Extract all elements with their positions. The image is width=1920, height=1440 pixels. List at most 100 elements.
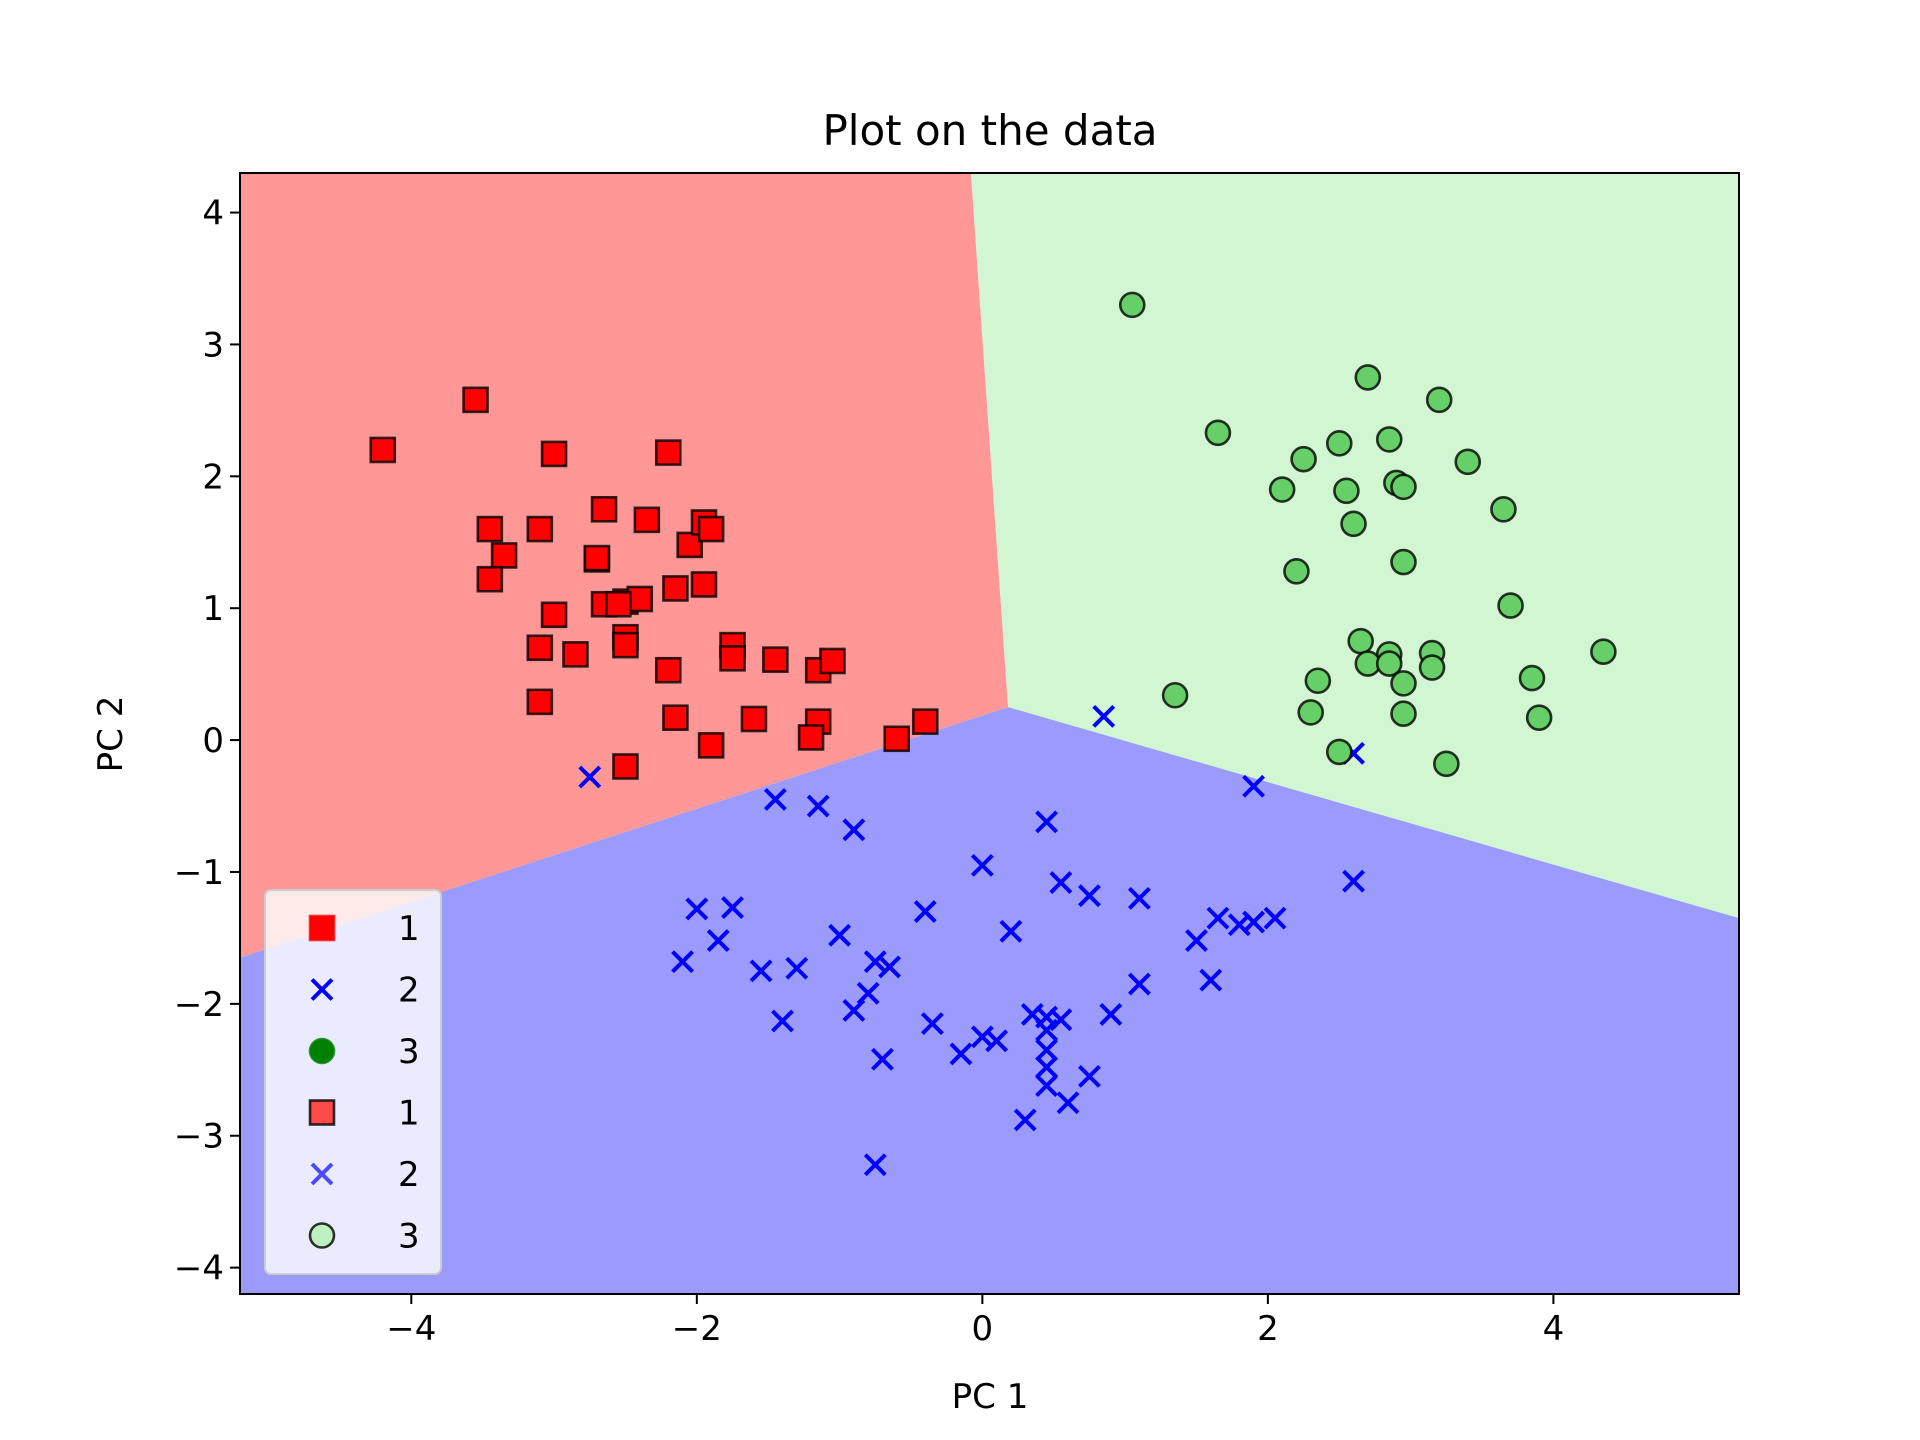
legend-label: 1 (398, 1094, 420, 1134)
legend-entry: 2 (310, 1155, 420, 1195)
data-point-class-2 (970, 1025, 994, 1049)
data-point-class-2 (828, 923, 852, 947)
data-point-class-1 (526, 515, 554, 543)
y-axis: −4 −3 −2 −1 0 1 2 3 4 (174, 194, 240, 1289)
chart-title: Plot on the data (822, 106, 1157, 155)
data-point-class-3 (1418, 654, 1446, 681)
data-point-class-2 (1099, 1002, 1123, 1026)
region-class-2 (240, 707, 1739, 1294)
data-point-class-2 (1242, 910, 1266, 934)
data-point-class-1 (819, 647, 846, 675)
data-point-class-1 (526, 688, 554, 716)
data-point-class-2 (1263, 906, 1287, 930)
data-point-class-3 (1375, 650, 1403, 677)
data-point-class-2 (856, 981, 880, 1005)
legend-marker-x (310, 978, 334, 1001)
data-point-class-2 (1035, 1018, 1059, 1042)
data-point-class-2 (1035, 1074, 1059, 1098)
data-point-class-2 (842, 818, 866, 842)
data-point-class-3 (1390, 700, 1417, 728)
data-point-class-3 (1590, 638, 1617, 666)
data-point-class-2 (785, 956, 809, 980)
data-point-class-3 (1433, 750, 1460, 778)
data-point-class-1 (697, 732, 725, 759)
data-point-class-3 (1283, 557, 1310, 585)
data-point-class-3 (1454, 448, 1482, 476)
data-point-class-3 (1354, 364, 1382, 391)
data-point-class-2 (1035, 1038, 1059, 1062)
data-point-class-2 (999, 919, 1023, 943)
legend-box (264, 889, 442, 1275)
data-point-class-2 (1185, 929, 1208, 952)
plot-frame (239, 172, 1740, 1295)
data-point-class-2 (671, 950, 694, 974)
data-point-class-1 (590, 495, 618, 523)
legend-entry: 3 (308, 1032, 420, 1072)
data-point-class-2 (1342, 869, 1365, 893)
legend-label: 3 (398, 1217, 420, 1257)
legend-label: 2 (398, 1155, 420, 1195)
region-class-1 (240, 173, 1009, 958)
data-point-class-3 (1390, 670, 1417, 697)
y-tick-label: 1 (202, 589, 224, 629)
y-tick-label: −2 (174, 985, 224, 1025)
data-point-class-2 (863, 950, 887, 974)
legend-entry: 1 (308, 1094, 420, 1134)
data-point-class-1 (476, 515, 504, 543)
data-point-class-1 (490, 542, 518, 569)
data-point-class-1 (719, 645, 746, 672)
data-point-class-3 (1304, 667, 1332, 695)
data-point-class-2 (1056, 1091, 1080, 1115)
data-point-class-3 (1325, 430, 1353, 457)
data-point-class-2 (1013, 1108, 1037, 1132)
data-point-class-2 (1035, 1055, 1059, 1079)
data-point-class-3 (1390, 473, 1417, 501)
data-points (369, 291, 1617, 1177)
data-point-class-1 (540, 440, 568, 468)
data-point-class-1 (583, 544, 611, 572)
data-point-class-2 (763, 788, 787, 811)
data-point-class-2 (1035, 810, 1059, 834)
data-point-class-3 (1390, 548, 1417, 576)
legend-marker-square (308, 1099, 336, 1126)
data-point-class-1 (605, 590, 632, 618)
data-point-class-3 (1497, 592, 1524, 619)
data-point-class-2 (1078, 884, 1101, 908)
data-point-class-2 (913, 900, 937, 923)
y-tick-label: −3 (174, 1117, 224, 1157)
data-point-class-2 (749, 959, 773, 983)
x-axis: −4 −2 0 2 4 (386, 1294, 1564, 1349)
data-point-class-2 (1242, 774, 1266, 798)
legend-entry: 3 (308, 1217, 420, 1257)
data-point-class-2 (871, 1047, 894, 1071)
x-tick-label: −4 (386, 1309, 436, 1349)
y-tick-label: 0 (202, 721, 224, 761)
legend-entry: 2 (310, 971, 420, 1011)
data-point-class-2 (1092, 704, 1116, 728)
data-point-class-1 (911, 708, 939, 735)
data-point-class-2 (949, 1042, 973, 1066)
legend-marker-x (310, 1162, 334, 1186)
legend-label: 1 (398, 909, 420, 949)
data-point-class-1 (476, 565, 504, 593)
y-tick-label: 3 (202, 325, 224, 365)
x-axis-label: PC 1 (952, 1377, 1029, 1417)
data-point-class-2 (685, 897, 709, 921)
x-tick-label: −2 (672, 1309, 722, 1349)
data-point-class-3 (1347, 627, 1374, 655)
decision-regions (240, 173, 1739, 1294)
data-point-class-2 (970, 853, 994, 877)
data-point-class-1 (633, 506, 661, 534)
data-point-class-2 (1049, 871, 1073, 894)
data-point-class-2 (578, 765, 602, 789)
data-point-class-2 (878, 955, 901, 979)
data-point-class-2 (806, 794, 830, 818)
data-point-class-1 (797, 724, 825, 751)
legend-marker-circle (308, 1222, 336, 1249)
data-point-class-1 (654, 656, 682, 684)
data-point-class-2 (721, 896, 744, 919)
data-point-class-1 (662, 704, 689, 731)
legend-entry: 1 (308, 909, 420, 949)
data-point-class-1 (654, 439, 682, 466)
data-point-class-3 (1525, 704, 1553, 731)
